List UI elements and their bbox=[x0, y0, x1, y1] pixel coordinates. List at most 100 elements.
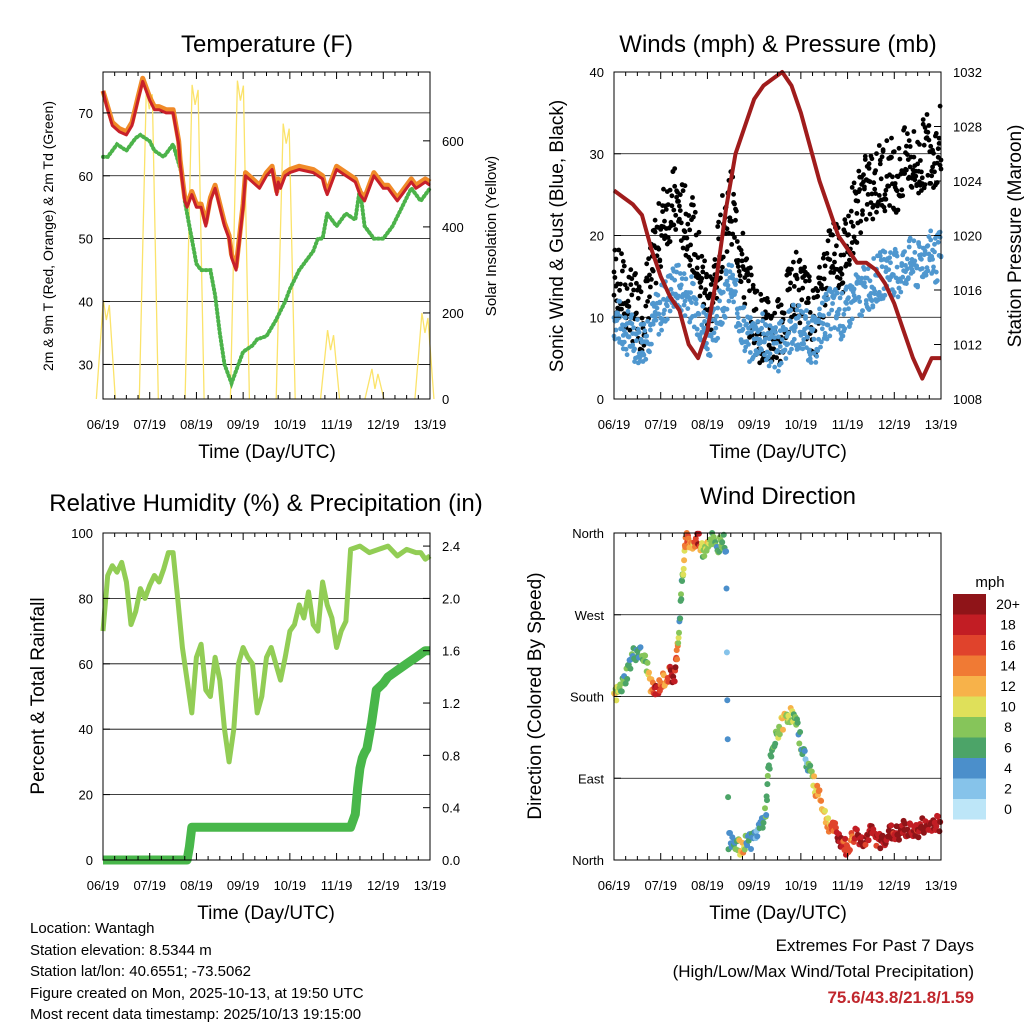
x-tick-label: 09/19 bbox=[738, 878, 771, 893]
wind-point bbox=[779, 337, 785, 342]
gust-point bbox=[629, 292, 635, 298]
gust-point bbox=[928, 181, 934, 186]
gust-point bbox=[765, 299, 771, 305]
wind-point bbox=[654, 305, 660, 311]
winds-panel: Winds (mph) & Pressure (mb) 06/19 07/19 08… bbox=[547, 31, 1024, 463]
legend-swatch bbox=[953, 655, 986, 676]
direction-point bbox=[674, 656, 681, 663]
direction-point bbox=[902, 820, 909, 827]
x-tick-label: 06/19 bbox=[87, 878, 120, 893]
gust-point bbox=[648, 284, 653, 290]
direction-point bbox=[680, 571, 687, 578]
wind-point bbox=[891, 272, 896, 278]
wind-point bbox=[621, 339, 627, 345]
wind-point bbox=[737, 322, 743, 328]
wind-point bbox=[802, 331, 807, 337]
gust-point bbox=[913, 173, 919, 179]
wind-point bbox=[714, 313, 720, 319]
rh-y-label: 60 bbox=[79, 657, 93, 672]
wind-point bbox=[882, 249, 888, 255]
gust-point bbox=[936, 135, 942, 141]
wind-point bbox=[715, 335, 721, 341]
legend-swatch bbox=[953, 594, 986, 615]
gust-point bbox=[922, 125, 928, 130]
wind-point bbox=[866, 307, 872, 312]
wind-point bbox=[622, 315, 628, 320]
wind-point bbox=[813, 360, 819, 365]
gust-point bbox=[729, 218, 735, 224]
gust-point bbox=[858, 218, 864, 224]
gust-point bbox=[846, 232, 851, 238]
wind-point bbox=[792, 323, 798, 328]
gust-point bbox=[726, 230, 732, 236]
extremes-subtitle: (High/Low/Max Wind/Total Precipitation) bbox=[672, 962, 974, 981]
gust-point bbox=[685, 221, 691, 227]
gust-point bbox=[745, 272, 750, 278]
gust-point bbox=[841, 252, 847, 258]
gust-point bbox=[720, 254, 726, 260]
gust-point bbox=[673, 227, 679, 232]
temp-y-label: 40 bbox=[79, 295, 93, 310]
gust-point bbox=[691, 202, 696, 208]
legend-label: 14 bbox=[1000, 658, 1016, 674]
wind-point bbox=[667, 308, 673, 314]
humidity-ylabel: Percent & Total Rainfall bbox=[28, 597, 49, 794]
direction-point bbox=[796, 740, 803, 747]
gust-point bbox=[633, 271, 638, 276]
wind-point bbox=[935, 239, 941, 245]
gust-point bbox=[815, 288, 821, 294]
gust-point bbox=[699, 253, 705, 259]
direction-point bbox=[701, 553, 708, 559]
direction-point bbox=[760, 819, 767, 826]
direction-point bbox=[888, 822, 895, 829]
wind-point bbox=[859, 313, 864, 318]
humidity-y-ticks: 0 20 40 60 80 100 bbox=[71, 526, 110, 868]
x-tick-label: 06/19 bbox=[87, 417, 120, 432]
wind-point bbox=[907, 235, 913, 241]
wind-point bbox=[937, 229, 943, 235]
gust-point bbox=[754, 288, 760, 294]
wind-point bbox=[814, 353, 820, 359]
wind-point bbox=[788, 319, 793, 324]
wind-point bbox=[664, 316, 670, 322]
gust-point bbox=[850, 223, 856, 229]
wind-point bbox=[835, 311, 841, 317]
wind-point bbox=[841, 311, 847, 317]
wind-point bbox=[730, 272, 736, 278]
gust-point bbox=[886, 183, 892, 189]
wind-point bbox=[763, 323, 769, 328]
wind-point bbox=[723, 271, 729, 277]
gust-point bbox=[698, 285, 704, 290]
wind-point bbox=[650, 321, 656, 327]
gust-point bbox=[696, 229, 702, 235]
wind-point bbox=[862, 280, 867, 286]
wind-point bbox=[767, 351, 773, 356]
gust-point bbox=[620, 268, 625, 274]
wind-point bbox=[672, 277, 678, 283]
gust-point bbox=[894, 188, 900, 194]
temperature-title: Temperature (F) bbox=[181, 31, 353, 58]
wind-point bbox=[776, 368, 781, 374]
gust-point bbox=[897, 156, 903, 162]
legend-label: 8 bbox=[1004, 719, 1012, 735]
wind-point bbox=[726, 298, 732, 304]
gust-point bbox=[686, 213, 692, 218]
wind-point bbox=[777, 328, 783, 334]
direction-point bbox=[759, 824, 766, 831]
wind-point bbox=[808, 360, 814, 365]
gust-point bbox=[891, 149, 897, 155]
wind-point bbox=[785, 341, 791, 347]
x-tick-label: 08/19 bbox=[691, 878, 724, 893]
gust-point bbox=[687, 227, 693, 233]
wind-point bbox=[865, 266, 871, 272]
x-tick-label: 09/19 bbox=[227, 878, 260, 893]
solar-peak bbox=[275, 123, 296, 400]
gust-point bbox=[628, 267, 634, 273]
direction-gridlines bbox=[614, 614, 941, 779]
legend-label: 4 bbox=[1004, 760, 1012, 776]
timestamp-text: Most recent data timestamp: 2025/10/13 1… bbox=[30, 1006, 362, 1023]
gust-point bbox=[869, 191, 875, 197]
gust-point bbox=[890, 174, 895, 180]
gust-point bbox=[724, 249, 730, 255]
gust-point bbox=[700, 269, 706, 275]
